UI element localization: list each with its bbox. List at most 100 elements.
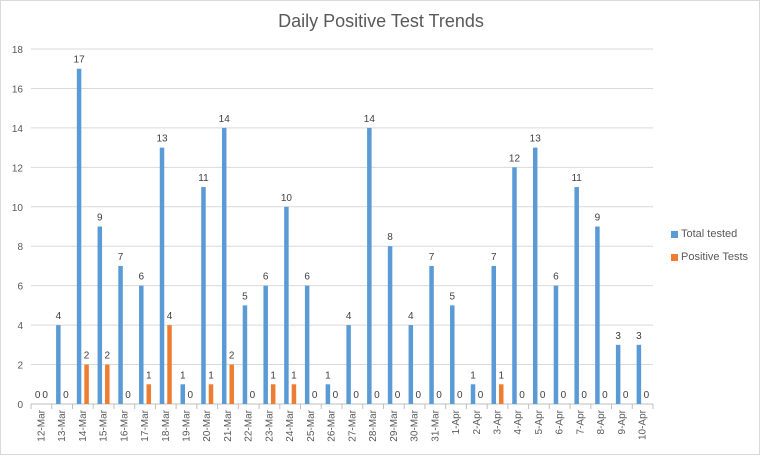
data-label-positive-tests: 1 xyxy=(270,370,276,381)
x-tick-label: 25-Mar xyxy=(306,409,317,441)
x-tick-label: 5-Apr xyxy=(534,409,545,434)
data-label-positive-tests: 0 xyxy=(187,390,193,401)
data-label-positive-tests: 0 xyxy=(250,390,256,401)
bar-total-tested xyxy=(221,127,227,404)
data-label-total-tested: 6 xyxy=(304,272,310,283)
y-tick-label: 6 xyxy=(17,282,23,293)
data-label-total-tested: 7 xyxy=(429,252,435,263)
x-tick-label: 13-Mar xyxy=(57,409,68,441)
data-label-positive-tests: 0 xyxy=(561,390,567,401)
bar-total-tested xyxy=(615,344,621,404)
x-tick-label: 17-Mar xyxy=(140,409,151,441)
bar-total-tested xyxy=(180,384,185,404)
data-label-positive-tests: 0 xyxy=(623,390,629,401)
data-label-total-tested: 6 xyxy=(139,272,145,283)
bar-positive-tests xyxy=(229,364,234,404)
bar-total-tested xyxy=(574,187,579,404)
data-label-positive-tests: 0 xyxy=(457,390,463,401)
bar-positive-tests xyxy=(146,384,152,404)
bar-positive-tests xyxy=(208,384,214,404)
y-tick-label: 12 xyxy=(12,163,24,174)
bar-total-tested xyxy=(595,226,600,404)
data-label-total-tested: 17 xyxy=(74,55,86,66)
bar-total-tested xyxy=(242,305,248,404)
bar-total-tested xyxy=(139,285,144,404)
bar-total-tested xyxy=(284,206,289,404)
y-tick-label: 14 xyxy=(12,124,24,135)
x-tick-label: 21-Mar xyxy=(223,409,234,441)
data-label-positive-tests: 0 xyxy=(353,390,359,401)
data-label-total-tested: 12 xyxy=(509,153,521,164)
data-label-positive-tests: 4 xyxy=(167,311,173,322)
data-label-total-tested: 0 xyxy=(35,390,41,401)
data-label-positive-tests: 0 xyxy=(312,390,318,401)
bar-total-tested xyxy=(76,68,82,404)
bar-positive-tests xyxy=(291,384,297,404)
data-label-total-tested: 8 xyxy=(387,232,393,243)
x-tick-label: 23-Mar xyxy=(264,409,275,441)
bar-total-tested xyxy=(325,384,331,404)
legend-label-total-tested: Total tested xyxy=(681,228,738,240)
bar-total-tested xyxy=(56,325,61,404)
data-label-positive-tests: 0 xyxy=(519,390,525,401)
data-label-positive-tests: 0 xyxy=(42,390,48,401)
data-label-total-tested: 10 xyxy=(281,193,293,204)
x-tick-label: 24-Mar xyxy=(285,409,296,441)
x-tick-label: 2-Apr xyxy=(472,409,483,434)
data-label-total-tested: 4 xyxy=(56,311,62,322)
data-label-total-tested: 5 xyxy=(450,291,456,302)
x-tick-label: 14-Mar xyxy=(78,409,89,441)
data-label-positive-tests: 0 xyxy=(478,390,484,401)
bar-total-tested xyxy=(470,384,476,404)
bar-total-tested xyxy=(201,187,206,404)
data-label-total-tested: 7 xyxy=(491,252,497,263)
bar-total-tested xyxy=(553,285,559,404)
x-tick-label: 8-Apr xyxy=(596,409,607,434)
x-tick-label: 9-Apr xyxy=(617,409,628,434)
bar-positive-tests xyxy=(84,364,89,404)
bar-total-tested xyxy=(118,265,123,404)
data-label-total-tested: 11 xyxy=(571,173,582,184)
data-label-total-tested: 7 xyxy=(118,252,124,263)
bar-positive-tests xyxy=(499,384,504,404)
data-label-positive-tests: 0 xyxy=(333,390,339,401)
x-tick-label: 12-Mar xyxy=(36,409,47,441)
data-label-positive-tests: 1 xyxy=(498,370,504,381)
y-tick-label: 4 xyxy=(17,321,23,332)
data-label-positive-tests: 0 xyxy=(63,390,69,401)
data-label-total-tested: 6 xyxy=(553,272,559,283)
x-tick-label: 31-Mar xyxy=(430,409,441,441)
data-label-total-tested: 1 xyxy=(180,370,186,381)
data-label-total-tested: 9 xyxy=(97,213,103,224)
bar-positive-tests xyxy=(105,364,110,404)
data-label-positive-tests: 0 xyxy=(644,390,650,401)
data-label-total-tested: 11 xyxy=(198,173,209,184)
y-tick-label: 16 xyxy=(12,84,24,95)
x-tick-label: 30-Mar xyxy=(410,409,421,441)
legend-item-positive-tests: Positive Tests xyxy=(671,251,748,263)
data-label-total-tested: 5 xyxy=(242,291,248,302)
bar-total-tested xyxy=(159,147,165,404)
x-tick-label: 26-Mar xyxy=(327,409,338,441)
data-label-positive-tests: 0 xyxy=(602,390,608,401)
data-label-positive-tests: 0 xyxy=(125,390,131,401)
y-tick-label: 18 xyxy=(12,45,24,56)
y-tick-label: 8 xyxy=(17,242,23,253)
bar-positive-tests xyxy=(270,384,276,404)
data-label-total-tested: 4 xyxy=(346,311,352,322)
bar-total-tested xyxy=(387,246,393,404)
x-tick-label: 28-Mar xyxy=(368,409,379,441)
data-label-total-tested: 14 xyxy=(219,114,231,125)
data-label-total-tested: 14 xyxy=(364,114,376,125)
x-tick-label: 10-Apr xyxy=(638,409,649,440)
data-label-total-tested: 4 xyxy=(408,311,414,322)
data-label-positive-tests: 1 xyxy=(208,370,214,381)
data-label-total-tested: 3 xyxy=(615,331,621,342)
bar-positive-tests xyxy=(167,325,172,404)
x-tick-label: 27-Mar xyxy=(347,409,358,441)
bar-total-tested xyxy=(263,285,268,404)
data-label-total-tested: 1 xyxy=(325,370,331,381)
y-tick-label: 10 xyxy=(12,203,24,214)
